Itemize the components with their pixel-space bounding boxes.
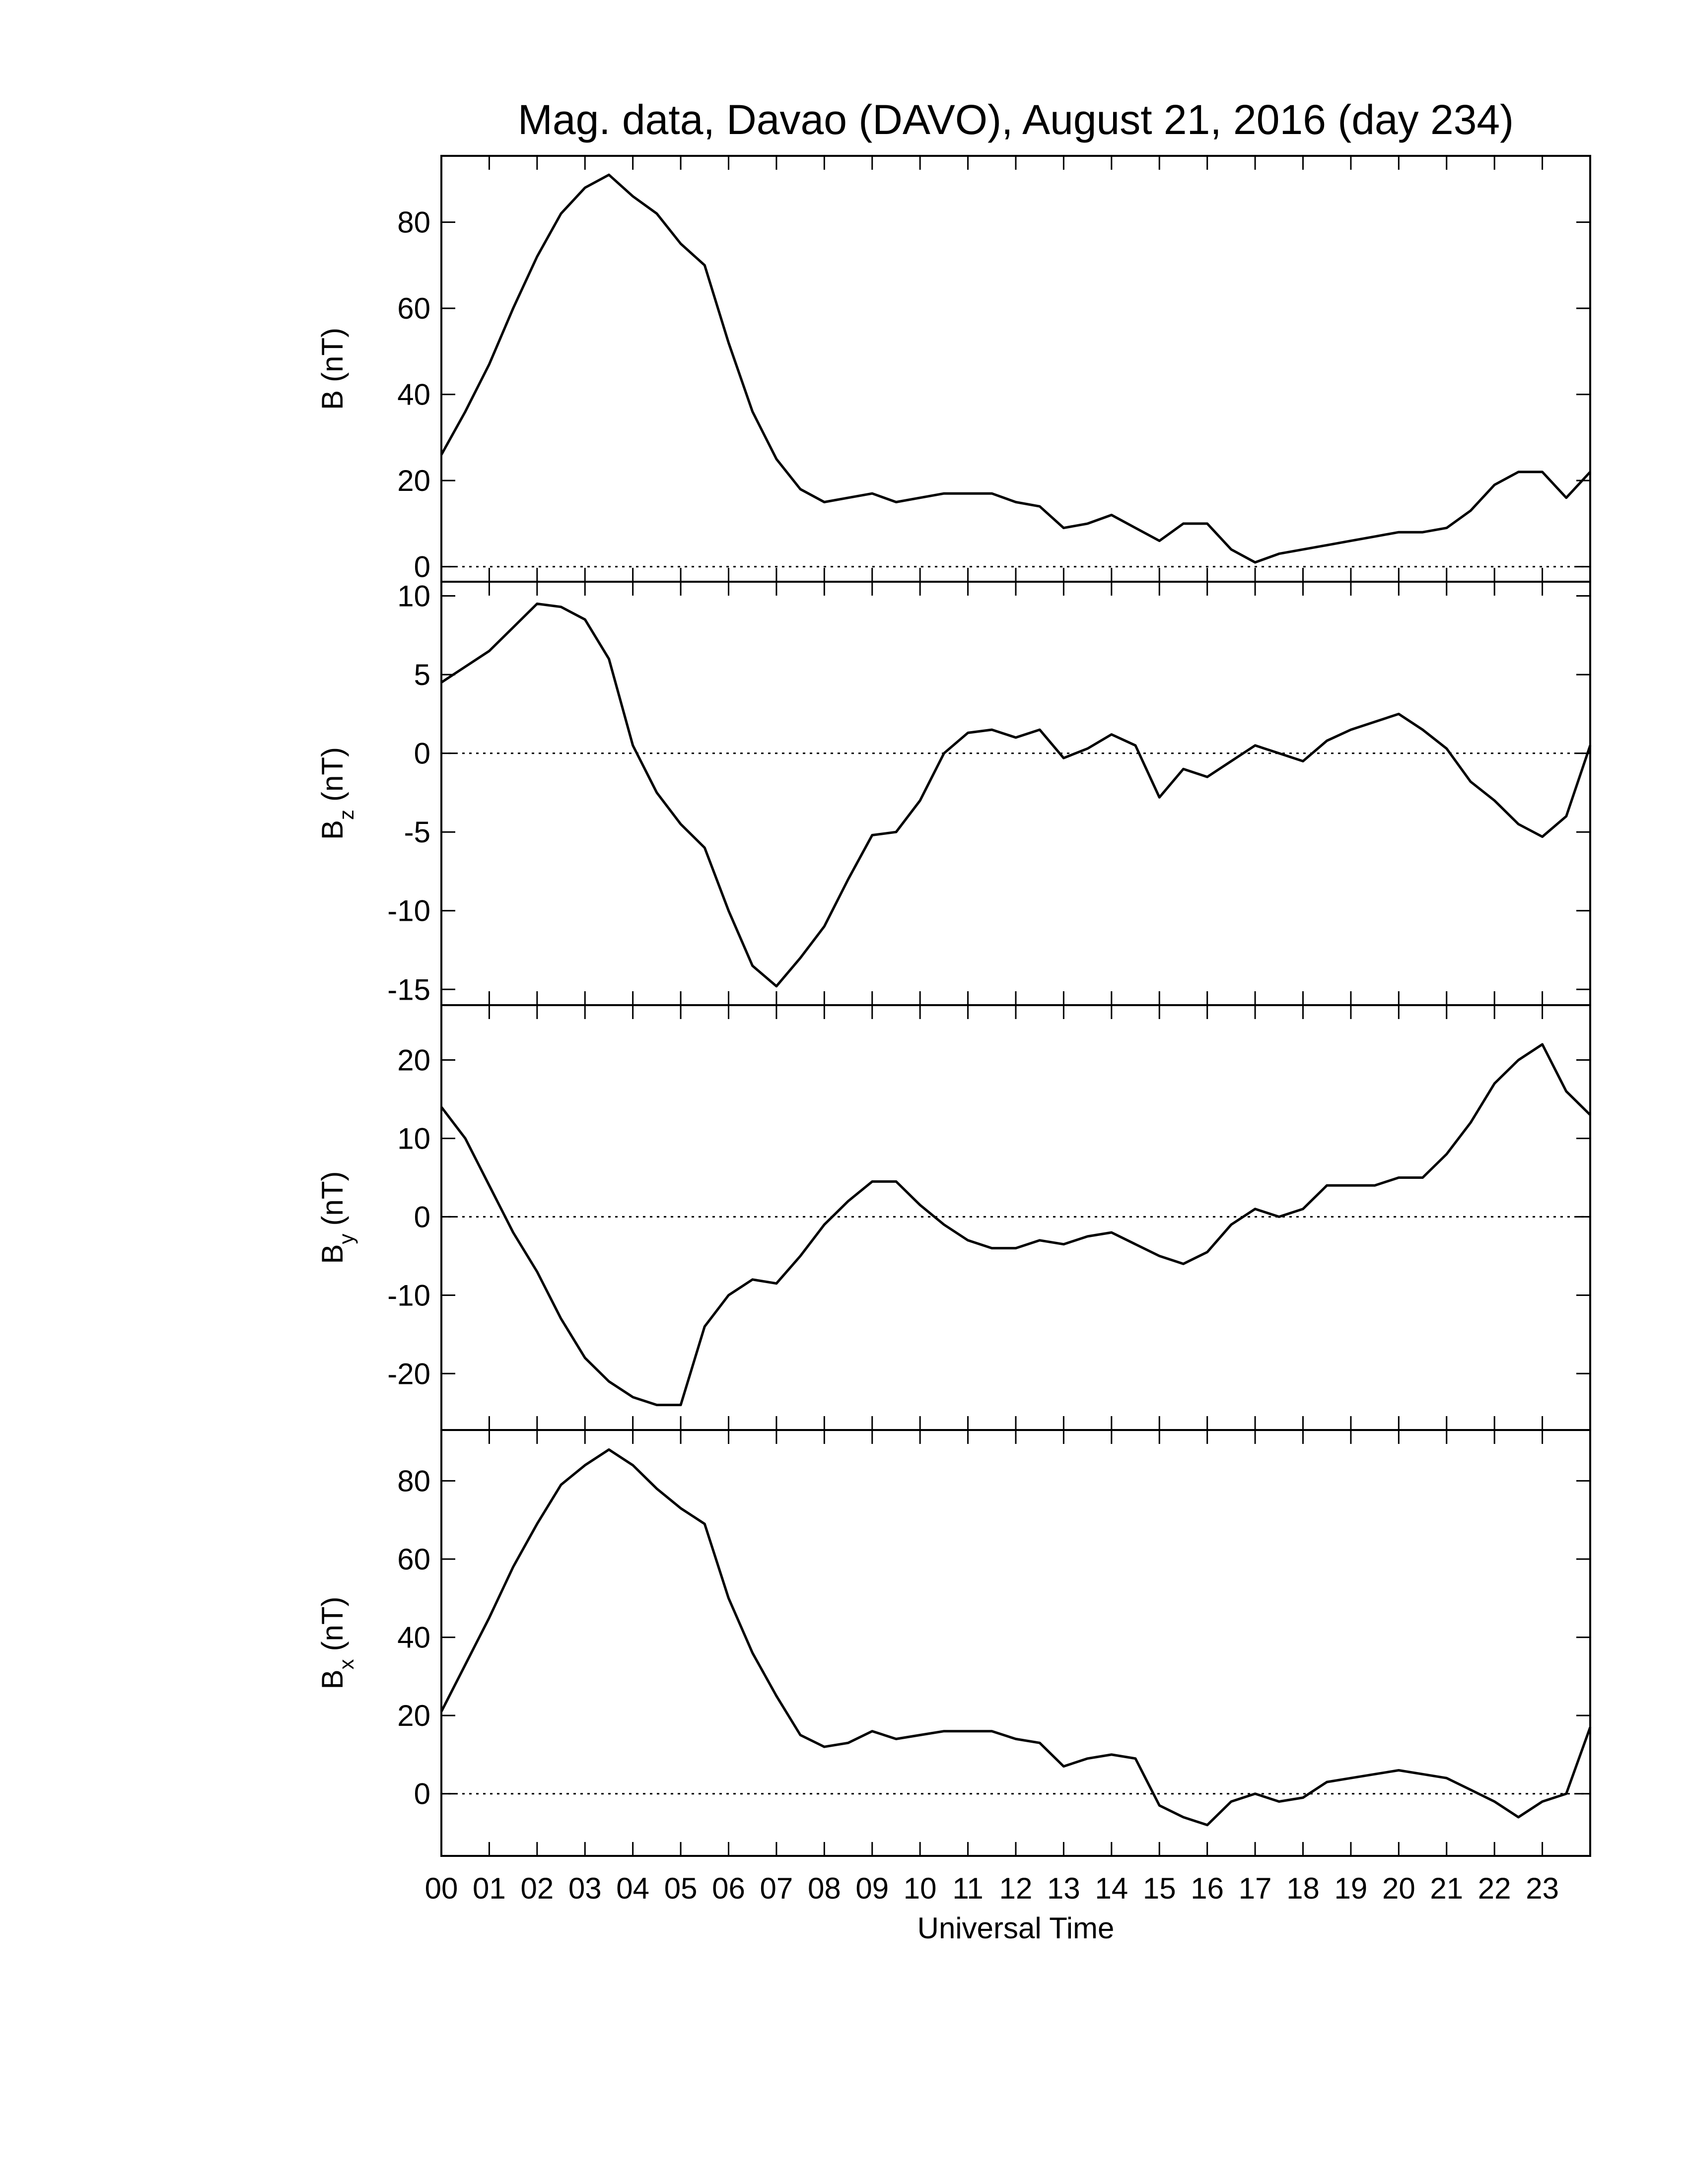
y-axis-label: Bz (nT) [316, 747, 358, 840]
x-tick-label: 09 [855, 1872, 889, 1905]
y-label-subscript: z [335, 810, 358, 820]
y-label-symbol: B [316, 390, 349, 410]
x-tick-label: 15 [1143, 1872, 1176, 1905]
x-tick-label: 23 [1526, 1872, 1559, 1905]
x-tick-label: 22 [1478, 1872, 1511, 1905]
y-tick-label: 40 [397, 1621, 430, 1654]
x-tick-label: 13 [1047, 1872, 1080, 1905]
y-tick-label: -5 [404, 816, 430, 849]
y-axis-label: Bx (nT) [316, 1596, 358, 1689]
x-tick-label: 00 [425, 1872, 458, 1905]
x-tick-label: 10 [904, 1872, 937, 1905]
x-tick-label: 03 [568, 1872, 602, 1905]
x-tick-label: 12 [999, 1872, 1033, 1905]
y-tick-label: -10 [387, 1279, 430, 1312]
y-tick-label: 0 [414, 1200, 430, 1233]
y-label-subscript: y [335, 1233, 358, 1244]
x-tick-label: 20 [1382, 1872, 1415, 1905]
x-tick-label: 02 [520, 1872, 554, 1905]
y-tick-label: 60 [397, 292, 430, 325]
x-tick-label: 16 [1191, 1872, 1224, 1905]
plot-frame [440, 581, 1591, 1006]
y-tick-label: 20 [397, 1699, 430, 1732]
y-tick-label: -20 [387, 1357, 430, 1390]
plot-frame [440, 1429, 1591, 1857]
chart-title: Mag. data, Davao (DAVO), August 21, 2016… [518, 96, 1514, 143]
x-tick-label: 14 [1095, 1872, 1128, 1905]
y-axis-label: By (nT) [316, 1171, 358, 1264]
x-tick-label: 06 [712, 1872, 745, 1905]
x-tick-label: 04 [616, 1872, 649, 1905]
plot-frame [440, 1004, 1591, 1431]
y-label-unit: (nT) [316, 328, 349, 382]
data-line [440, 1043, 1591, 1406]
y-tick-label: 0 [414, 737, 430, 770]
y-tick-label: 0 [414, 1777, 430, 1811]
x-tick-label: 07 [760, 1872, 793, 1905]
x-tick-label: 17 [1239, 1872, 1272, 1905]
y-axis-label: B (nT) [316, 328, 349, 410]
x-tick-label: 08 [808, 1872, 841, 1905]
y-label-unit: (nT) [316, 1596, 349, 1651]
x-tick-label: 19 [1335, 1872, 1368, 1905]
y-label-subscript: x [335, 1659, 358, 1669]
y-tick-label: 40 [397, 378, 430, 411]
y-tick-label: 0 [414, 550, 430, 584]
x-tick-label: 01 [473, 1872, 506, 1905]
data-line [440, 602, 1592, 988]
y-tick-label: 60 [397, 1543, 430, 1576]
y-tick-label: 10 [397, 580, 430, 613]
y-label-symbol: B [316, 820, 349, 840]
x-axis-label: Universal Time [917, 1911, 1115, 1945]
data-line [440, 173, 1591, 564]
x-tick-label: 21 [1430, 1872, 1463, 1905]
x-tick-label: 11 [952, 1872, 983, 1905]
y-label-unit: (nT) [316, 747, 349, 802]
plot-frame [440, 155, 1591, 583]
y-tick-label: 10 [397, 1122, 430, 1155]
y-label-symbol: B [316, 1669, 349, 1689]
data-line [440, 1448, 1592, 1827]
y-tick-label: 80 [397, 206, 430, 239]
y-tick-label: 20 [397, 1044, 430, 1077]
x-tick-label: 05 [664, 1872, 698, 1905]
y-tick-label: 80 [397, 1464, 430, 1498]
y-tick-label: 20 [397, 464, 430, 497]
y-label-symbol: B [316, 1244, 349, 1264]
y-tick-label: 5 [414, 658, 430, 691]
x-tick-label: 18 [1286, 1872, 1320, 1905]
y-tick-label: -15 [387, 973, 430, 1006]
y-label-unit: (nT) [316, 1171, 349, 1226]
y-tick-label: -10 [387, 894, 430, 928]
